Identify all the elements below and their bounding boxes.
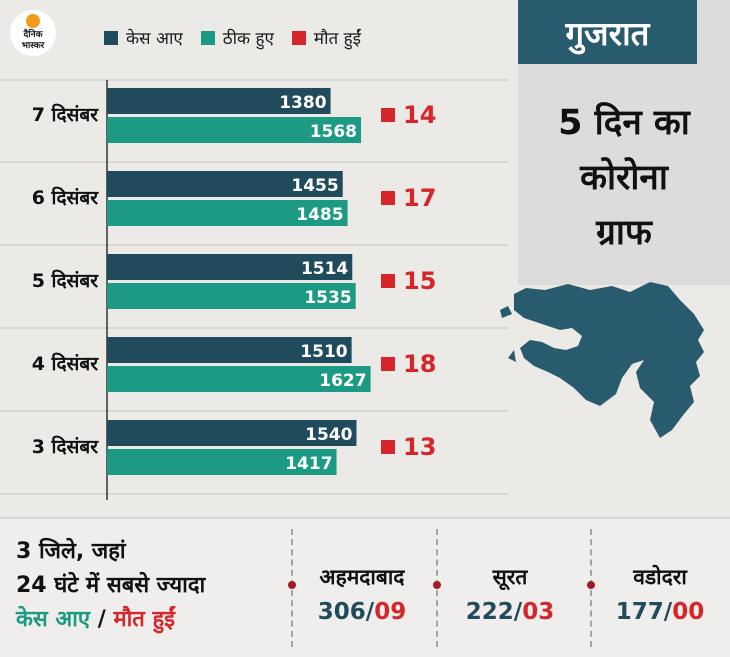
data-label-cases: 1540 — [305, 425, 352, 445]
data-label-cases: 1510 — [300, 342, 347, 362]
legend-item-cases: केस आए — [104, 26, 183, 49]
bar-chart: 7 दिसंबर 1380 1568 14 6 दिसंबर 1455 1485 17 5 दि… — [0, 79, 508, 500]
headline-deaths-label: मौत हुईं — [113, 607, 175, 632]
bar-recovered — [107, 366, 371, 392]
district-stats-ahmedabad: 306/09 — [292, 599, 432, 625]
bar-recovered — [107, 200, 348, 226]
data-label-deaths: 14 — [403, 101, 436, 129]
data-label-deaths: 18 — [403, 350, 436, 378]
chart-legend: केस आए ठीक हुए मौत हुईं — [104, 26, 361, 49]
date-label: 3 दिसंबर — [32, 435, 100, 458]
district-sep: / — [513, 599, 523, 625]
headline-line-1: 3 जिले, जहां — [16, 539, 126, 564]
headline-line-3: केस आए / मौत हुईं — [16, 603, 205, 637]
district-stats-vadodara: 177/00 — [590, 599, 730, 625]
divider-dot — [587, 581, 595, 589]
bar-recovered — [107, 283, 356, 309]
bottom-strip: 3 जिले, जहां 24 घंटे में सबसे ज्यादा केस… — [0, 517, 730, 657]
death-marker — [381, 274, 395, 288]
death-marker — [381, 108, 395, 122]
legend-swatch-deaths — [291, 30, 306, 45]
death-marker — [381, 191, 395, 205]
state-name: गुजरात — [518, 0, 697, 64]
headline: 3 जिले, जहां 24 घंटे में सबसे ज्यादा केस… — [16, 535, 205, 637]
gujarat-map-icon — [500, 282, 704, 438]
divider-dot — [288, 581, 296, 589]
bar-recovered — [107, 117, 362, 143]
legend-swatch-recovered — [200, 30, 215, 45]
headline-line-2: 24 घंटे में सबसे ज्यादा — [16, 573, 206, 598]
district-deaths: 09 — [374, 599, 407, 625]
legend-item-deaths: मौत हुईं — [291, 26, 361, 49]
district-deaths: 00 — [672, 599, 705, 625]
graph-title-line-1: 5 दिन का — [558, 103, 690, 143]
date-label: 7 दिसंबर — [32, 103, 100, 126]
legend-swatch-cases — [104, 30, 118, 45]
graph-title: 5 दिन का कोरोना ग्राफ — [518, 96, 730, 261]
bar-cases — [107, 337, 352, 363]
data-label-deaths: 13 — [403, 433, 436, 461]
headline-separator: / — [90, 607, 114, 632]
data-label-deaths: 17 — [403, 184, 436, 212]
divider-dot — [433, 581, 441, 589]
bar-cases — [107, 254, 353, 280]
bar-cases — [107, 420, 357, 446]
legend-label-deaths: मौत हुईं — [313, 29, 361, 49]
district-cases: 177 — [615, 599, 664, 625]
date-label: 4 दिसंबर — [32, 352, 100, 375]
district-deaths: 03 — [522, 599, 555, 625]
legend-label-recovered: ठीक हुए — [222, 29, 274, 49]
death-marker — [381, 440, 395, 454]
death-marker — [381, 357, 395, 371]
bar-cases — [107, 171, 343, 197]
bar-recovered — [107, 449, 337, 475]
district-sep: / — [663, 599, 673, 625]
headline-cases-label: केस आए — [16, 607, 91, 632]
data-label-cases: 1514 — [301, 259, 348, 279]
bar-cases — [107, 88, 331, 114]
sun-icon — [26, 14, 40, 28]
logo-text: दैनिक भास्कर — [21, 30, 45, 51]
district-sep: / — [365, 599, 375, 625]
data-label-deaths: 15 — [403, 267, 436, 295]
district-cases: 306 — [317, 599, 366, 625]
dainik-bhaskar-logo: दैनिक भास्कर — [10, 10, 56, 56]
data-label-recovered: 1535 — [304, 288, 351, 308]
data-label-cases: 1380 — [279, 93, 326, 113]
data-label-recovered: 1485 — [296, 205, 343, 225]
date-label: 6 दिसंबर — [32, 186, 100, 209]
district-name-vadodara: वडोदरा — [633, 565, 687, 589]
data-label-cases: 1455 — [291, 176, 338, 196]
data-label-recovered: 1417 — [285, 454, 332, 474]
data-label-recovered: 1568 — [310, 122, 357, 142]
district-name-surat: सूरत — [492, 565, 528, 589]
date-label: 5 दिसंबर — [32, 269, 100, 292]
data-label-recovered: 1627 — [319, 371, 366, 391]
district-cases: 222 — [465, 599, 514, 625]
legend-item-recovered: ठीक हुए — [200, 26, 274, 49]
district-name-ahmedabad: अहमदाबाद — [319, 565, 405, 589]
legend-label-cases: केस आए — [126, 29, 183, 49]
graph-title-line-2: कोरोना — [580, 158, 668, 198]
district-stats-surat: 222/03 — [440, 599, 580, 625]
graph-title-line-3: ग्राफ — [596, 213, 652, 253]
